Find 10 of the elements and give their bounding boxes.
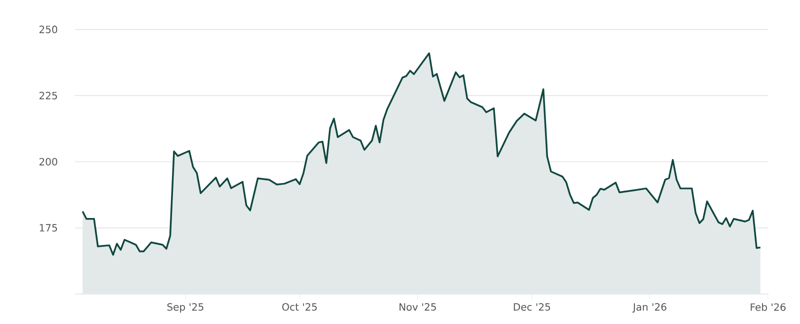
x-tick-label: Dec '25 (514, 303, 550, 311)
x-tick-label: Oct '25 (282, 303, 317, 311)
y-tick-label: 175 (40, 224, 57, 232)
y-tick-label: 200 (40, 158, 58, 166)
x-tick-label: Jan '26 (632, 303, 666, 313)
y-tick-label: 225 (40, 92, 57, 100)
x-tick-label: Sep '25 (167, 303, 204, 313)
x-tick-label: Feb '26 (750, 303, 786, 311)
x-tick-label: Nov '25 (400, 303, 436, 311)
y-tick-label: 250 (40, 26, 58, 34)
